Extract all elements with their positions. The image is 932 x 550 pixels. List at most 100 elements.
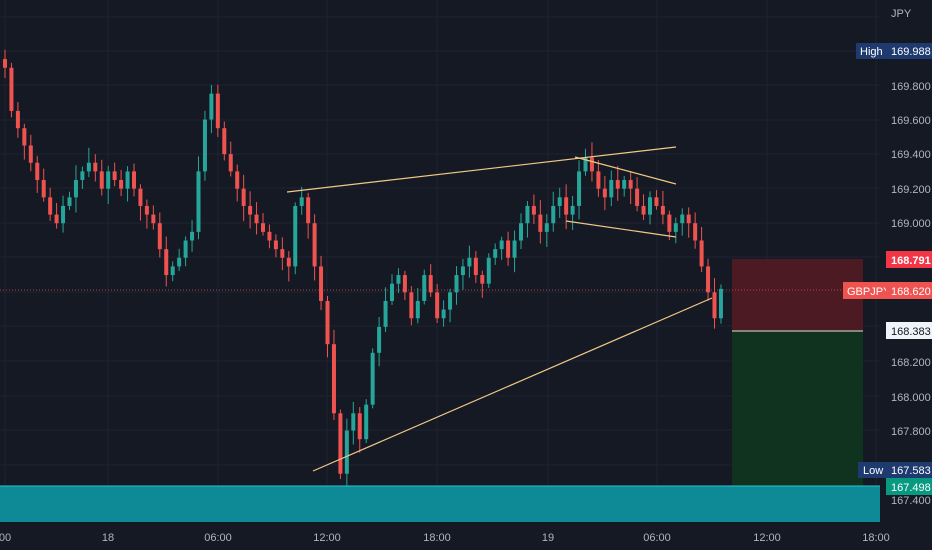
candle-body	[712, 292, 717, 319]
price-tick: 169.800	[891, 81, 931, 93]
candle-body	[583, 157, 588, 172]
candle-body	[660, 205, 665, 215]
high-badge: High 169.988	[856, 43, 932, 59]
candle-body	[202, 119, 207, 172]
candle-body	[680, 214, 685, 224]
price-axis[interactable]	[880, 0, 932, 550]
stop-badge: 168.791	[886, 251, 932, 268]
stop-loss-zone[interactable]	[732, 259, 863, 331]
candle-body	[267, 231, 272, 241]
entry-badge: 168.383	[886, 322, 932, 339]
price-tick: 169.600	[891, 115, 931, 127]
price-tick: 168.200	[891, 357, 931, 369]
candle-body	[422, 275, 427, 301]
candle-body	[506, 240, 511, 258]
candle-body	[428, 275, 433, 293]
price-tick: 169.200	[891, 184, 931, 196]
candle-body	[73, 180, 78, 198]
price-tick: 167.800	[891, 426, 931, 438]
candle-body	[312, 223, 317, 267]
time-axis[interactable]	[0, 522, 932, 550]
candle-body	[390, 283, 394, 301]
candle-body	[209, 93, 214, 120]
candle-body	[106, 171, 111, 189]
time-tick: 12:00	[753, 532, 781, 544]
time-tick: 18:00	[862, 532, 890, 544]
current-price-badge: GBPJPY 168.620	[843, 282, 932, 299]
candle-body	[370, 352, 375, 405]
price-tick: 169.400	[891, 149, 931, 161]
high-label: High	[860, 46, 883, 58]
symbol-label: GBPJPY	[847, 286, 891, 298]
candle-body	[486, 257, 491, 284]
candle-body	[319, 266, 324, 301]
candle-body	[222, 128, 227, 155]
low-badge: Low 167.583	[858, 462, 932, 478]
candle-body	[589, 157, 594, 172]
candle-body	[467, 257, 472, 267]
candle-body	[648, 197, 652, 215]
candle-body	[435, 292, 440, 319]
candle-body	[609, 180, 614, 198]
candle-body	[228, 154, 233, 172]
stop-value: 168.791	[891, 255, 931, 267]
low-label: Low	[863, 465, 883, 477]
time-tick: 18:00	[423, 532, 451, 544]
upper-trendline[interactable]	[286, 146, 677, 193]
candle-body	[138, 188, 143, 206]
candle-body	[551, 205, 556, 224]
candle-body	[306, 197, 311, 224]
candle-body	[190, 231, 195, 241]
candle-body	[338, 413, 343, 474]
candle-body	[93, 162, 98, 172]
candle-body	[673, 223, 678, 232]
candle-body	[377, 326, 382, 353]
time-tick: 19	[542, 532, 554, 544]
candle-body	[641, 205, 646, 215]
candle-body	[538, 214, 543, 232]
candle-body	[9, 67, 14, 111]
candle-body	[383, 300, 388, 327]
candle-body	[183, 240, 188, 258]
candle-body	[177, 257, 182, 267]
candle-body	[557, 197, 562, 206]
take-profit-zone[interactable]	[732, 331, 863, 486]
candle-body	[473, 257, 478, 276]
candle-body	[132, 171, 136, 189]
candle-body	[364, 404, 369, 440]
trendlines[interactable]	[286, 146, 713, 472]
entry-value: 168.383	[891, 326, 931, 338]
candle-body	[686, 214, 691, 224]
candle-body	[577, 171, 582, 206]
support-zone[interactable]	[0, 486, 880, 522]
flag-lower-line[interactable]	[565, 220, 677, 238]
flag-upper-line[interactable]	[574, 156, 677, 185]
candle-body	[112, 171, 117, 181]
candle-body	[525, 205, 530, 224]
candle-body	[119, 180, 124, 189]
currency-label: JPY	[891, 8, 912, 20]
candle-body	[635, 188, 640, 206]
candle-body	[654, 197, 659, 206]
high-value: 169.988	[891, 46, 931, 58]
candle-body	[344, 430, 349, 474]
candle-body	[254, 214, 259, 224]
low-value: 167.583	[891, 465, 931, 477]
candle-body	[564, 197, 569, 215]
rising-trendline[interactable]	[312, 297, 713, 472]
candle-body	[519, 223, 523, 241]
candle-body	[622, 180, 627, 189]
candle-body	[448, 292, 453, 310]
candle-body	[409, 292, 414, 319]
candle-body	[48, 197, 53, 215]
candle-body	[570, 205, 575, 215]
candle-body	[215, 93, 220, 129]
candle-body	[248, 205, 253, 215]
candle-body	[628, 180, 633, 189]
candle-body	[35, 162, 40, 181]
candle-body	[706, 266, 711, 293]
candle-body	[144, 205, 149, 215]
candle-body	[67, 197, 72, 206]
candle-body	[454, 275, 459, 293]
